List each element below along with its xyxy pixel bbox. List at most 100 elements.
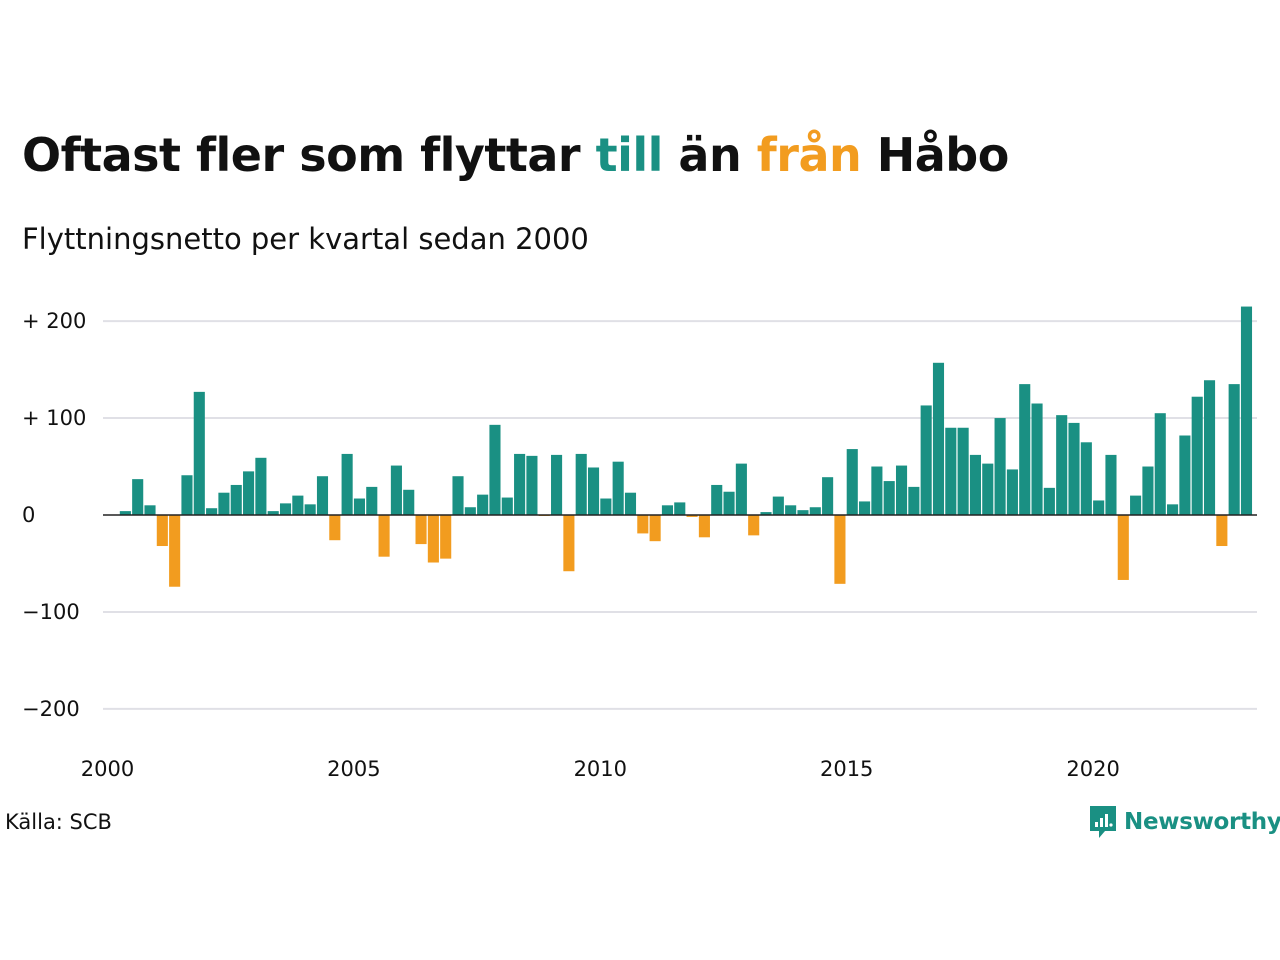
bar (1216, 515, 1228, 547)
y-tick-label: + 200 (22, 309, 86, 333)
bar (674, 502, 686, 515)
bar (132, 479, 144, 515)
bar (1031, 403, 1043, 515)
bar (230, 484, 242, 515)
bar (452, 476, 464, 515)
bar (1117, 515, 1129, 580)
bar (526, 455, 538, 515)
bar (390, 465, 402, 515)
gridlines (103, 320, 1257, 710)
bar (255, 457, 267, 515)
y-tick-label: −200 (22, 697, 80, 721)
bar (735, 463, 747, 515)
bar (440, 515, 452, 559)
bar (859, 501, 871, 515)
bar (501, 497, 513, 515)
bar (378, 515, 390, 557)
title-out-word: från (756, 128, 862, 182)
bar (169, 515, 181, 587)
bar-chart: + 200 + 100 0 −100 −200 2000 2005 2010 2015 2020 (22, 306, 1257, 781)
bar (1167, 504, 1179, 515)
bar (292, 495, 304, 515)
bar (427, 515, 439, 563)
bar (772, 496, 784, 515)
bar (1203, 380, 1216, 515)
bar (834, 515, 846, 584)
bar (1179, 435, 1191, 515)
bar (514, 453, 526, 515)
newsworthy-logo[interactable]: Newsworthy (1088, 804, 1280, 840)
bar (267, 511, 279, 515)
bar (218, 492, 230, 515)
x-axis-labels: 2000 2005 2010 2015 2020 (81, 757, 1120, 781)
bar (193, 391, 205, 515)
chart-title: Oftast fler som flyttar till än från Håb… (22, 128, 1009, 182)
bar (489, 424, 501, 515)
title-part1: Oftast fler som flyttar (22, 128, 596, 182)
bar (575, 453, 587, 515)
bar (1006, 469, 1018, 515)
bar (748, 515, 760, 536)
bar (1130, 495, 1142, 515)
bar (698, 515, 710, 538)
bar (994, 418, 1006, 515)
bar (1068, 422, 1080, 515)
bar (809, 507, 821, 515)
newsworthy-logo-text: Newsworthy (1124, 809, 1280, 835)
newsworthy-logo-icon (1090, 806, 1116, 838)
x-tick-label: 2020 (1066, 757, 1119, 781)
bar (329, 515, 341, 541)
x-tick-label: 2015 (820, 757, 873, 781)
bar (403, 489, 415, 515)
bar (1056, 415, 1068, 515)
bar (797, 510, 809, 515)
bar (1228, 384, 1240, 515)
bar (1240, 306, 1253, 515)
bar (711, 484, 723, 515)
bar (181, 475, 193, 515)
bar (353, 498, 365, 515)
source-note: Källa: SCB (5, 810, 112, 834)
x-tick-label: 2000 (81, 757, 134, 781)
bar (119, 511, 131, 515)
bar (624, 492, 637, 515)
title-in-word: till (595, 128, 664, 182)
title-part3: Håbo (861, 128, 1010, 182)
bar (945, 427, 957, 515)
bar (415, 515, 427, 545)
bar (785, 505, 797, 515)
bar (1080, 442, 1092, 515)
bar (156, 515, 168, 547)
bar (920, 405, 932, 515)
bar (760, 512, 772, 515)
bar (846, 449, 858, 515)
bar (477, 494, 489, 515)
bar (957, 427, 969, 515)
y-axis-labels: + 200 + 100 0 −100 −200 (22, 309, 86, 721)
y-tick-label: 0 (22, 503, 35, 527)
bar (551, 454, 563, 515)
bar (612, 461, 624, 515)
bar (883, 481, 895, 515)
bar (908, 486, 920, 515)
bar (982, 463, 994, 515)
bar (661, 505, 673, 515)
bar (1154, 413, 1166, 515)
bar (1105, 454, 1117, 515)
bar (1019, 384, 1031, 515)
bar (969, 454, 981, 515)
bar (1043, 487, 1055, 515)
bar (341, 453, 353, 515)
bar (366, 486, 378, 515)
bar (587, 467, 600, 515)
bar (1191, 396, 1203, 515)
y-tick-label: −100 (22, 600, 80, 624)
bar (279, 503, 292, 515)
bar (600, 498, 612, 515)
title-part2: än (662, 128, 757, 182)
bar (932, 362, 945, 515)
bar (723, 491, 735, 515)
bar (206, 508, 218, 515)
bar (243, 471, 255, 515)
bar (822, 477, 834, 515)
